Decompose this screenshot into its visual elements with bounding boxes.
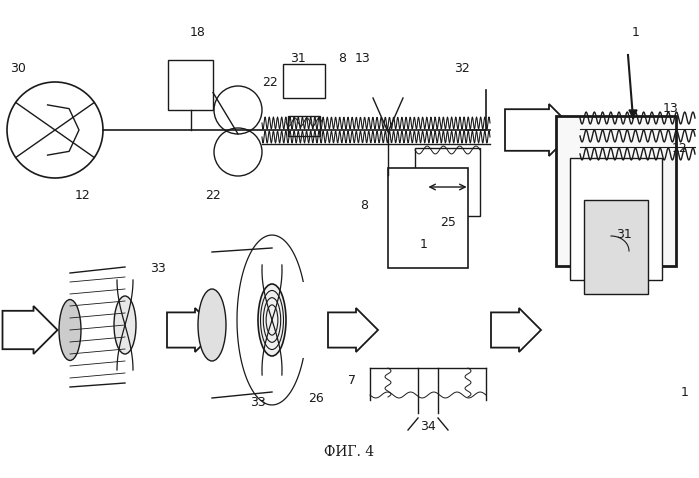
Polygon shape	[491, 308, 541, 352]
Text: 31: 31	[616, 228, 632, 241]
Text: 34: 34	[420, 420, 435, 433]
Polygon shape	[505, 104, 575, 156]
Text: 22: 22	[262, 76, 278, 88]
Text: 13: 13	[355, 52, 370, 65]
Polygon shape	[3, 306, 57, 354]
Text: ФИГ. 4: ФИГ. 4	[324, 445, 375, 459]
Text: 8: 8	[360, 198, 368, 211]
Polygon shape	[167, 308, 217, 352]
Bar	[288, 116, 320, 136]
Bar	[283, 64, 325, 98]
Text: 30: 30	[10, 62, 26, 75]
Text: 32: 32	[454, 62, 470, 75]
Text: 13: 13	[663, 101, 679, 115]
Bar	[556, 116, 676, 266]
Text: 8: 8	[338, 52, 346, 65]
Text: 12: 12	[672, 141, 688, 154]
Bar	[388, 168, 468, 268]
Ellipse shape	[59, 300, 81, 360]
Text: 26: 26	[308, 391, 324, 404]
Ellipse shape	[198, 289, 226, 361]
Text: 33: 33	[150, 261, 166, 274]
Polygon shape	[328, 308, 378, 352]
Text: 1: 1	[420, 238, 428, 251]
Bar	[584, 200, 648, 294]
Text: 18: 18	[190, 25, 206, 39]
Text: 33: 33	[250, 395, 266, 409]
Text: 1: 1	[681, 386, 689, 399]
Ellipse shape	[258, 284, 286, 356]
Bar	[415, 148, 480, 216]
Ellipse shape	[114, 296, 136, 354]
Text: 12: 12	[75, 188, 91, 202]
Polygon shape	[629, 110, 637, 118]
Text: 7: 7	[348, 374, 356, 387]
Bar	[570, 158, 662, 280]
Text: 25: 25	[440, 216, 456, 228]
Bar	[168, 60, 213, 110]
Text: 31: 31	[290, 52, 305, 65]
Text: 1: 1	[632, 25, 640, 39]
Text: 22: 22	[205, 188, 221, 202]
